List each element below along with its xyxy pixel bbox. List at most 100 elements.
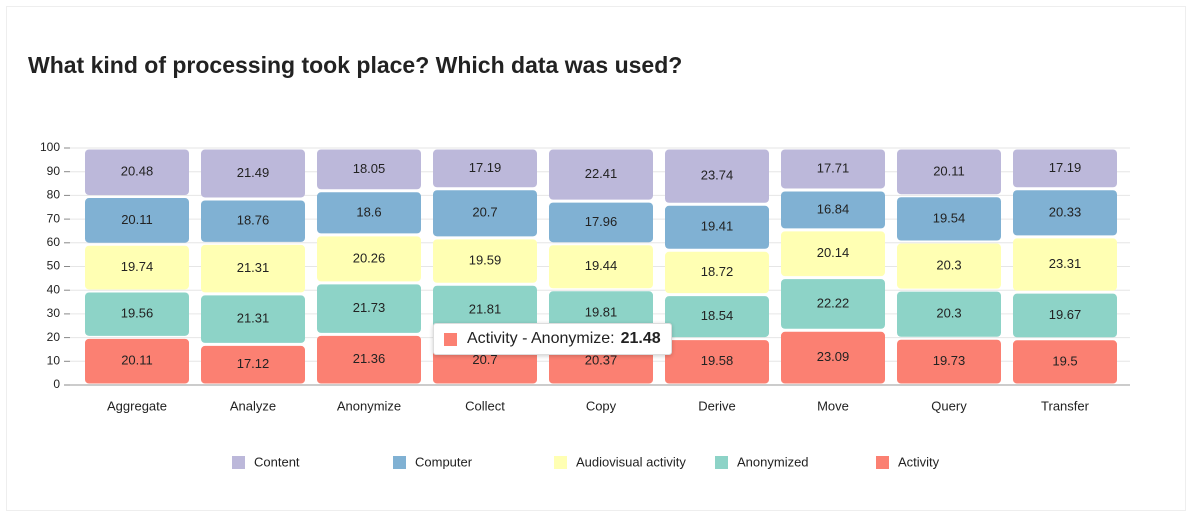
bar-segment xyxy=(85,292,189,336)
tooltip-value: 21.48 xyxy=(620,330,661,347)
bar-segment xyxy=(1013,340,1117,384)
y-tick-label: 90 xyxy=(47,164,61,178)
data-label: 19.67 xyxy=(1049,307,1082,322)
data-label: 20.26 xyxy=(353,250,386,265)
data-label: 19.59 xyxy=(469,252,502,267)
bar-segment xyxy=(781,331,885,384)
data-label: 21.81 xyxy=(469,302,502,317)
data-label: 22.22 xyxy=(817,295,850,310)
tooltip-label: Activity - Anonymize: xyxy=(467,330,615,347)
y-tick-label: 40 xyxy=(47,282,61,296)
x-tick-label: Collect xyxy=(465,398,505,413)
x-tick-label: Derive xyxy=(698,398,736,413)
data-label: 22.41 xyxy=(585,166,618,181)
data-label: 20.3 xyxy=(936,258,961,273)
bar-segment xyxy=(781,279,885,329)
x-tick-label: Anonymize xyxy=(337,398,401,413)
bar-segment xyxy=(317,284,421,333)
bar-segment xyxy=(1013,293,1117,338)
data-label: 21.49 xyxy=(237,165,270,180)
bar-segment xyxy=(433,285,537,335)
data-label: 20.11 xyxy=(933,163,965,178)
bar-segment xyxy=(897,339,1001,384)
bar-segment xyxy=(317,149,421,190)
legend-swatch xyxy=(232,456,245,469)
legend-label: Audiovisual activity xyxy=(576,454,686,469)
y-tick-label: 30 xyxy=(47,306,61,320)
y-tick-label: 20 xyxy=(47,330,61,344)
bar-segment xyxy=(1013,149,1117,188)
bar-segment xyxy=(665,251,769,294)
bar-segment xyxy=(317,335,421,384)
data-label: 20.33 xyxy=(1049,204,1082,219)
legend-swatch xyxy=(715,456,728,469)
y-tick-label: 0 xyxy=(53,377,60,391)
bar-segment xyxy=(85,149,189,196)
legend-label: Activity xyxy=(898,454,940,469)
bar-segment xyxy=(85,338,189,384)
bar-segment xyxy=(665,149,769,203)
data-label: 19.74 xyxy=(121,259,154,274)
bar-segment xyxy=(781,149,885,189)
legend-label: Anonymized xyxy=(737,454,809,469)
data-label: 19.41 xyxy=(701,219,734,234)
bar-segment xyxy=(433,190,537,237)
bar-segment xyxy=(549,245,653,289)
bar-segment xyxy=(897,243,1001,289)
bar-segment xyxy=(897,149,1001,195)
legend-label: Content xyxy=(254,454,300,469)
bar-segment xyxy=(665,296,769,338)
bar-segment xyxy=(549,149,653,200)
data-label: 20.14 xyxy=(817,245,850,260)
legend-label: Computer xyxy=(415,454,473,469)
y-tick-label: 50 xyxy=(47,259,61,273)
data-label: 16.84 xyxy=(817,201,850,216)
data-label: 18.72 xyxy=(701,264,734,279)
bar-segment xyxy=(317,192,421,234)
bar-segment xyxy=(1013,238,1117,291)
bar-segment xyxy=(201,200,305,242)
tooltip: Activity - Anonymize: 21.48 xyxy=(433,323,672,355)
x-tick-label: Move xyxy=(817,398,849,413)
data-label: 21.31 xyxy=(237,260,270,275)
bar-segment xyxy=(201,345,305,384)
card xyxy=(6,6,1186,511)
bar-segment xyxy=(85,198,189,243)
data-label: 18.05 xyxy=(353,161,386,176)
data-label: 19.5 xyxy=(1052,353,1077,368)
data-label: 20.37 xyxy=(585,352,618,367)
data-label: 23.74 xyxy=(701,168,734,183)
bar-segment xyxy=(897,291,1001,337)
data-label: 17.12 xyxy=(237,356,270,371)
bar-segment xyxy=(781,191,885,229)
legend-swatch xyxy=(393,456,406,469)
bar-segment xyxy=(781,231,885,277)
data-label: 23.09 xyxy=(817,349,850,364)
data-label: 20.3 xyxy=(936,306,961,321)
data-label: 20.11 xyxy=(121,353,153,368)
data-label: 17.71 xyxy=(817,160,850,175)
y-tick-label: 10 xyxy=(47,353,61,367)
legend-swatch xyxy=(554,456,567,469)
bar-segment xyxy=(433,239,537,283)
bar-segment xyxy=(317,236,421,282)
x-tick-label: Copy xyxy=(586,398,617,413)
data-label: 19.56 xyxy=(121,306,154,321)
legend-swatch xyxy=(876,456,889,469)
bar-segment xyxy=(665,205,769,249)
y-tick-label: 60 xyxy=(47,235,61,249)
x-tick-label: Transfer xyxy=(1041,398,1090,413)
data-label: 20.48 xyxy=(121,164,154,179)
data-label: 18.76 xyxy=(237,213,270,228)
bar-segment xyxy=(85,245,189,290)
data-label: 18.54 xyxy=(701,308,734,323)
x-tick-label: Aggregate xyxy=(107,398,167,413)
data-label: 21.31 xyxy=(237,311,270,326)
data-label: 19.58 xyxy=(701,353,734,368)
data-label: 20.7 xyxy=(472,352,497,367)
data-label: 17.19 xyxy=(1049,160,1082,175)
bar-segment xyxy=(201,244,305,293)
data-label: 19.44 xyxy=(585,258,618,273)
bar-segment xyxy=(433,149,537,188)
